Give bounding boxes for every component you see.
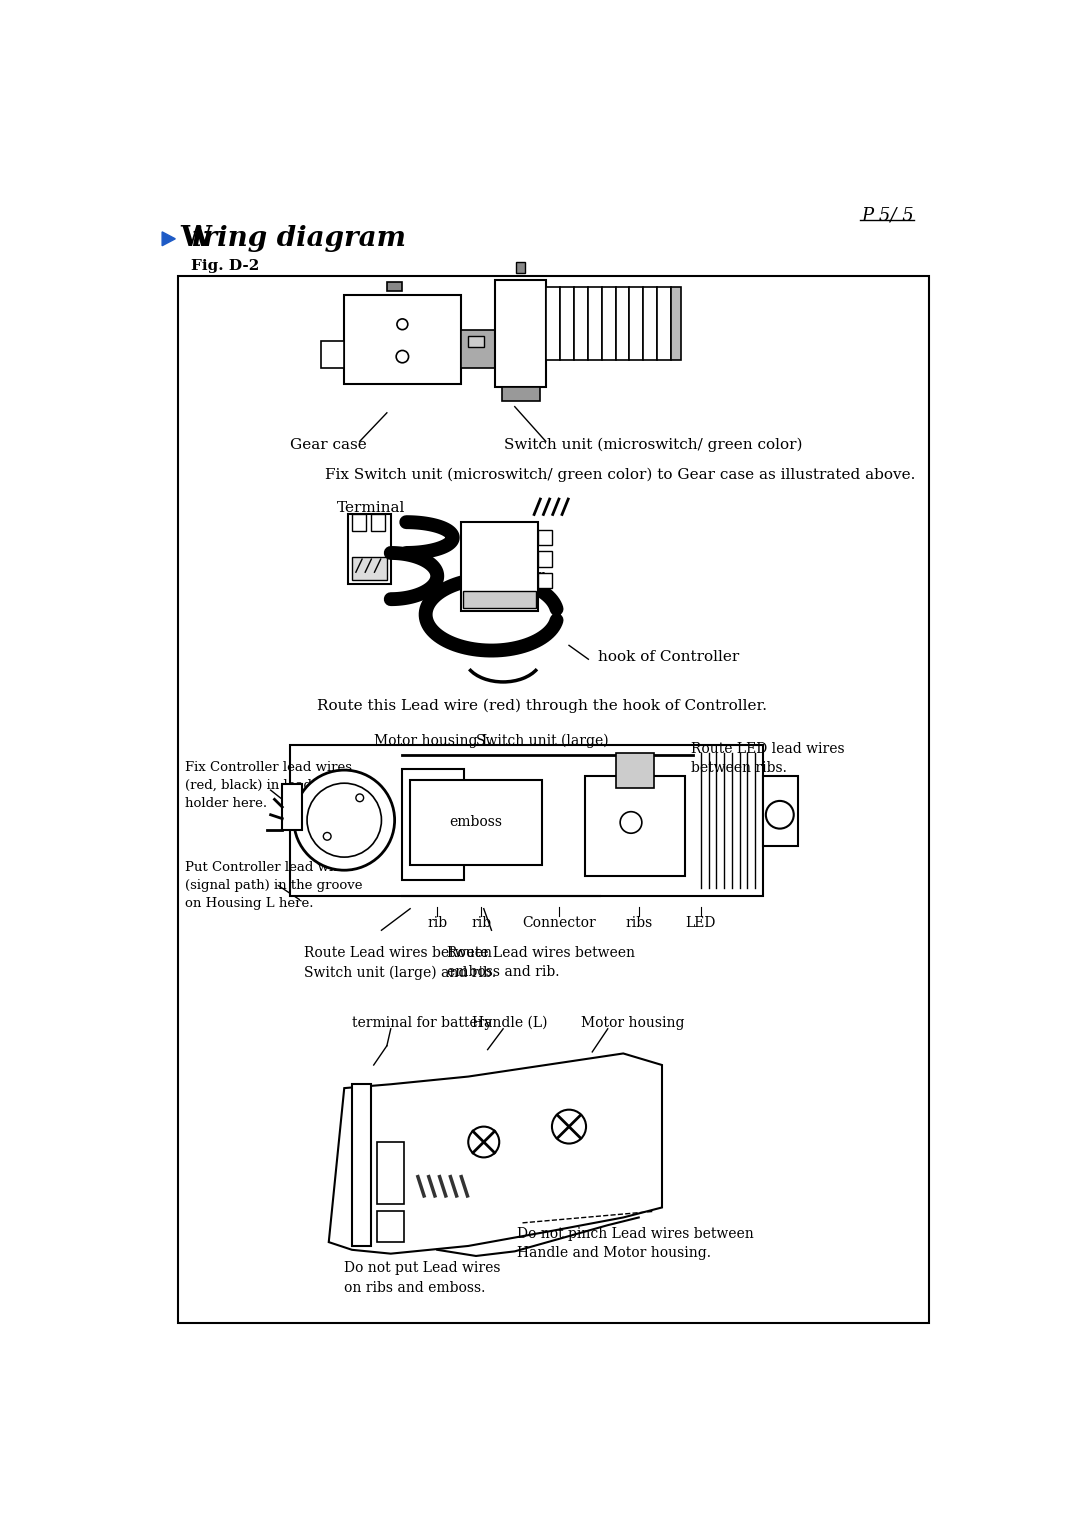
Text: Route this Lead wire (red) through the hook of Controller.: Route this Lead wire (red) through the h…: [318, 698, 767, 712]
Circle shape: [469, 1126, 499, 1157]
Bar: [372, 515, 386, 532]
Bar: [348, 515, 391, 584]
Bar: [377, 1141, 404, 1204]
Bar: [410, 781, 542, 865]
Bar: [538, 552, 552, 567]
Text: W: W: [180, 225, 212, 252]
Bar: [403, 769, 464, 880]
Bar: [352, 515, 366, 532]
Bar: [538, 573, 552, 588]
Text: terminal for battery: terminal for battery: [352, 1016, 492, 1030]
Text: Switch unit (large): Switch unit (large): [476, 733, 609, 749]
Text: iring diagram: iring diagram: [192, 225, 406, 252]
Circle shape: [620, 811, 642, 833]
Circle shape: [766, 801, 794, 828]
Polygon shape: [328, 1053, 662, 1253]
Circle shape: [294, 770, 394, 871]
Text: P 5/ 5: P 5/ 5: [861, 206, 914, 225]
Bar: [496, 280, 545, 388]
Bar: [545, 287, 559, 361]
Text: Connector: Connector: [522, 915, 596, 929]
Bar: [352, 1085, 372, 1245]
Text: Route Lead wires between
Switch unit (large) and rib.: Route Lead wires between Switch unit (la…: [303, 946, 496, 979]
Bar: [616, 753, 654, 788]
Text: LED: LED: [686, 915, 716, 929]
Bar: [177, 275, 930, 1323]
Bar: [602, 287, 616, 361]
Text: emboss: emboss: [449, 816, 502, 830]
Text: Switch unit (microswitch/ green color): Switch unit (microswitch/ green color): [504, 439, 802, 452]
Bar: [387, 283, 403, 292]
Circle shape: [396, 350, 408, 362]
Text: hook of Controller: hook of Controller: [598, 649, 740, 663]
Bar: [672, 287, 680, 361]
Circle shape: [397, 319, 408, 330]
Bar: [658, 287, 672, 361]
Bar: [291, 746, 762, 895]
Bar: [463, 591, 536, 608]
Bar: [282, 784, 301, 830]
Bar: [501, 388, 540, 402]
Bar: [515, 261, 525, 274]
Text: Do not pinch Lead wires between
Handle and Motor housing.: Do not pinch Lead wires between Handle a…: [517, 1227, 754, 1261]
Text: Handle (L): Handle (L): [472, 1016, 548, 1030]
Circle shape: [323, 833, 332, 840]
Bar: [345, 295, 460, 384]
Circle shape: [552, 1109, 586, 1143]
Text: Fix Controller lead wires
(red, black) in lead wire
holder here.: Fix Controller lead wires (red, black) i…: [186, 761, 352, 810]
Bar: [644, 287, 658, 361]
Text: Do not put Lead wires
on ribs and emboss.: Do not put Lead wires on ribs and emboss…: [345, 1261, 501, 1294]
Text: Fix Switch unit (microswitch/ green color) to Gear case as illustrated above.: Fix Switch unit (microswitch/ green colo…: [325, 468, 915, 481]
Bar: [762, 776, 798, 845]
Text: rib: rib: [428, 915, 447, 929]
Bar: [352, 556, 387, 581]
Bar: [377, 1212, 404, 1242]
Bar: [559, 287, 573, 361]
Bar: [584, 776, 685, 877]
Text: Terminal: Terminal: [337, 501, 405, 515]
Circle shape: [356, 795, 364, 802]
Text: Gear case: Gear case: [291, 439, 367, 452]
Bar: [469, 336, 484, 347]
Text: rib: rib: [471, 915, 491, 929]
Text: Fig. D-2: Fig. D-2: [191, 258, 259, 274]
Text: Controller: Controller: [472, 568, 544, 584]
Bar: [460, 523, 538, 611]
Bar: [573, 287, 588, 361]
Bar: [588, 287, 602, 361]
Polygon shape: [162, 232, 175, 246]
Text: Motor housing: Motor housing: [581, 1016, 684, 1030]
Bar: [616, 287, 630, 361]
Text: ribs: ribs: [625, 915, 652, 929]
Bar: [630, 287, 644, 361]
Bar: [538, 530, 552, 545]
Text: Put Controller lead wires
(signal path) in the groove
on Housing L here.: Put Controller lead wires (signal path) …: [186, 860, 363, 911]
Bar: [321, 341, 345, 368]
Text: Route LED lead wires
between ribs.: Route LED lead wires between ribs.: [691, 741, 845, 775]
Text: Route Lead wires between
emboss and rib.: Route Lead wires between emboss and rib.: [446, 946, 635, 979]
Bar: [460, 330, 496, 368]
Text: Motor housing L: Motor housing L: [374, 733, 490, 747]
Circle shape: [307, 784, 381, 857]
